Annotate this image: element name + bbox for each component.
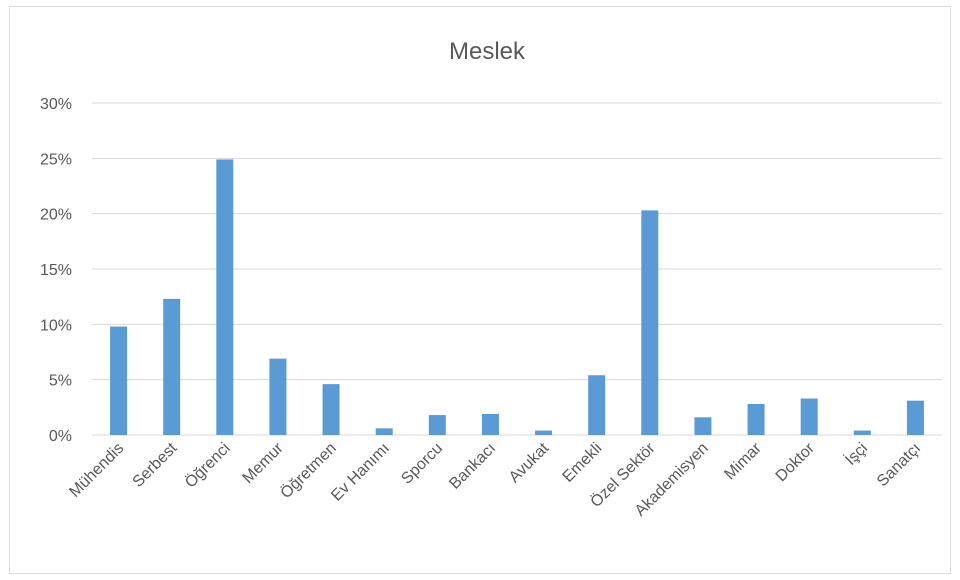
bar <box>428 415 446 435</box>
bar <box>375 428 393 435</box>
bar <box>800 398 818 435</box>
bars <box>110 159 924 435</box>
y-axis-ticks: 0% 5% 10% 15% 20% 25% 30% <box>40 96 72 445</box>
x-category-label: Sanatçı <box>874 440 924 490</box>
y-tick-label: 5% <box>49 373 72 390</box>
chart-title: Meslek <box>449 38 526 65</box>
chart-frame <box>9 6 951 574</box>
bar <box>322 384 340 435</box>
y-tick-label: 10% <box>40 317 72 334</box>
x-category-label: Öğrenci <box>181 439 233 491</box>
y-tick-label: 0% <box>49 428 72 445</box>
y-tick-label: 20% <box>40 207 72 224</box>
bar <box>535 430 553 435</box>
gridlines <box>92 102 942 436</box>
x-category-label: Memur <box>240 439 288 487</box>
bar <box>216 159 234 435</box>
bar <box>641 210 659 435</box>
bar <box>163 298 181 435</box>
bar <box>588 375 606 435</box>
x-category-label: İşçi <box>841 438 871 468</box>
bar <box>481 413 499 435</box>
y-tick-label: 25% <box>40 151 72 168</box>
x-category-label: Avukat <box>506 439 553 486</box>
x-category-label: Doktor <box>773 439 819 485</box>
x-category-label: Bankacı <box>446 440 499 493</box>
y-tick-label: 15% <box>40 262 72 279</box>
x-category-label: Mühendis <box>66 440 127 501</box>
x-category-label: Sporcu <box>398 440 446 488</box>
bar <box>853 430 871 435</box>
bar <box>906 400 924 435</box>
x-category-label: Mimar <box>721 439 765 483</box>
bar <box>269 358 287 435</box>
x-category-label: Ev Hanımı <box>328 440 393 505</box>
x-category-label: Serbest <box>130 439 181 490</box>
bar <box>694 417 712 435</box>
x-category-label: Emekli <box>560 440 606 486</box>
bar <box>747 404 765 435</box>
y-tick-label: 30% <box>40 96 72 113</box>
bar <box>110 326 128 435</box>
